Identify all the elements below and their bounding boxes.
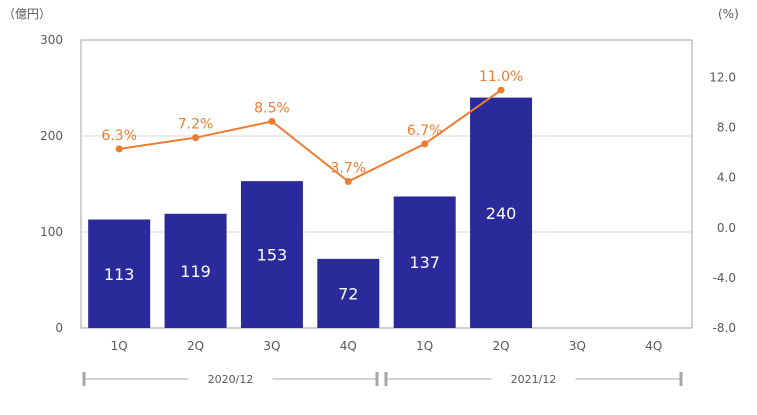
group-label: 2021/12	[511, 373, 557, 386]
category-label: 1Q	[111, 339, 128, 353]
bar-value-label: 72	[338, 284, 358, 303]
left-tick-label: 300	[40, 33, 63, 47]
bar-value-label: 240	[486, 204, 517, 223]
left-tick-label: 0	[55, 321, 63, 335]
rate-point	[497, 86, 505, 94]
category-label: 3Q	[569, 339, 586, 353]
category-label: 2Q	[493, 339, 510, 353]
bar	[240, 181, 303, 328]
left-tick-label: 100	[40, 225, 63, 239]
right-tick-label: 0.0	[717, 221, 736, 235]
rate-value-label: 3.7%	[331, 160, 367, 176]
bar-value-label: 153	[257, 246, 288, 265]
left-tick-label: 200	[40, 129, 63, 143]
bar-value-label: 119	[180, 262, 211, 281]
bar-series: 113 119 153 72 137 240	[88, 97, 533, 328]
right-tick-label: 4.0	[717, 171, 736, 185]
rate-point	[268, 117, 276, 125]
group-label: 2020/12	[208, 373, 254, 386]
rate-value-label: 6.3%	[101, 128, 137, 144]
rate-point	[115, 145, 123, 153]
left-axis: 0 100 200 300	[40, 33, 63, 335]
rate-point	[344, 177, 352, 185]
x-axis-groups: 2020/12 2021/12	[82, 372, 683, 386]
rate-line-series: 6.3% 7.2% 8.5% 3.7% 6.7% 11.0%	[101, 69, 523, 185]
category-label: 1Q	[416, 339, 433, 353]
bar	[164, 213, 227, 328]
category-label: 4Q	[645, 339, 662, 353]
right-axis: -8.0 -4.0 0.0 4.0 8.0 12.0	[709, 71, 736, 335]
rate-line	[119, 89, 502, 183]
right-tick-label: 12.0	[709, 71, 736, 85]
category-label: 2Q	[187, 339, 204, 353]
bar-value-label: 137	[409, 253, 440, 272]
rate-value-label: 11.0%	[479, 69, 523, 85]
bar	[393, 196, 456, 328]
category-label: 4Q	[340, 339, 357, 353]
right-tick-label: -8.0	[713, 321, 736, 335]
right-tick-label: -4.0	[713, 271, 736, 285]
rate-point	[421, 140, 429, 148]
bar	[317, 258, 380, 328]
x-axis-categories: 1Q 2Q 3Q 4Q 1Q 2Q 3Q 4Q	[111, 339, 663, 353]
bar	[88, 219, 151, 328]
bar	[470, 97, 533, 328]
right-tick-label: 8.0	[717, 121, 736, 135]
rate-point	[192, 134, 200, 142]
rate-value-label: 8.5%	[254, 100, 290, 116]
plot-area	[80, 39, 693, 329]
rate-value-label: 7.2%	[178, 117, 214, 133]
left-axis-unit: （億円）	[3, 7, 51, 21]
category-label: 3Q	[263, 339, 280, 353]
rate-value-label: 6.7%	[407, 123, 443, 139]
right-axis-unit: (%)	[718, 7, 739, 21]
bar-value-label: 113	[104, 265, 135, 284]
